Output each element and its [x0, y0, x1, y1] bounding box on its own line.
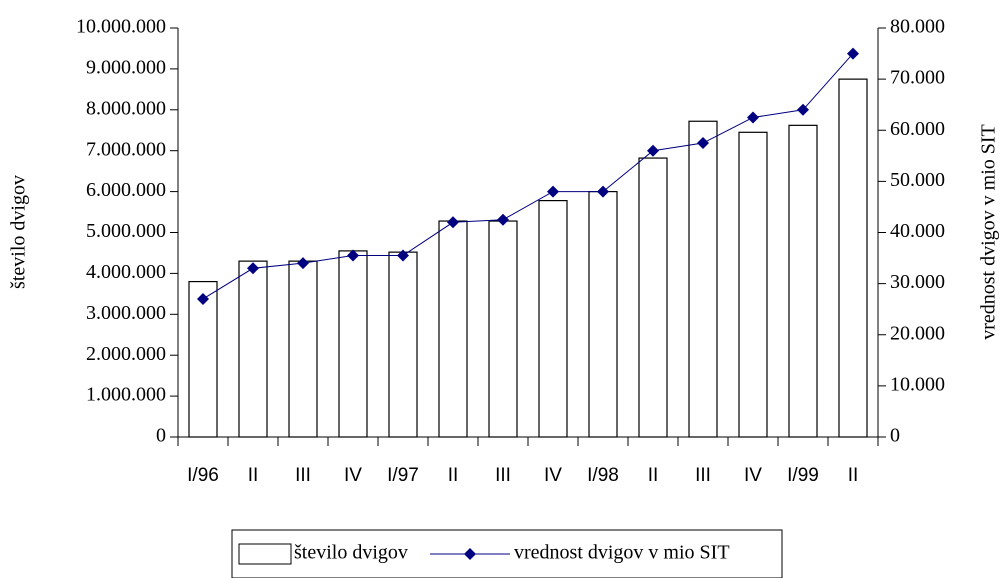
x-tick-label: II — [848, 465, 859, 486]
x-tick-label: I/99 — [787, 465, 819, 486]
y2-tick-label: 40.000 — [890, 220, 945, 242]
marker — [547, 185, 559, 198]
marker — [297, 257, 309, 270]
x-tick-label: I/98 — [587, 465, 619, 486]
bar — [288, 260, 318, 438]
x-tick-label: I/96 — [187, 465, 219, 486]
y2-tick-label: 30.000 — [890, 271, 945, 293]
marker — [497, 213, 509, 226]
legend-marker — [464, 548, 476, 560]
y-tick-label: 3.000.000 — [86, 302, 166, 324]
x-tick-label: II — [448, 465, 459, 486]
x-tick-label: III — [295, 465, 311, 486]
y-tick-label: 2.000.000 — [86, 343, 166, 365]
x-tick-label: I/97 — [387, 465, 419, 486]
legend-label: vrednost dvigov v mio SIT — [514, 542, 730, 564]
marker — [447, 216, 459, 229]
marker — [247, 262, 259, 275]
y2-tick-label: 60.000 — [890, 118, 945, 140]
y2-tick-label: 50.000 — [890, 169, 945, 191]
marker — [847, 47, 859, 60]
x-tick-label: IV — [744, 465, 762, 486]
y2-tick-label: 0 — [890, 425, 900, 447]
bar — [588, 191, 618, 438]
marker — [397, 249, 409, 262]
y-tick-label: 1.000.000 — [86, 384, 166, 406]
marker — [347, 249, 359, 262]
y2-tick-label: 70.000 — [890, 67, 945, 89]
y2-tick-label: 80.000 — [890, 16, 945, 38]
marker — [697, 137, 709, 150]
bar — [738, 131, 768, 438]
x-tick-label: IV — [544, 465, 562, 486]
y-tick-label: 9.000.000 — [86, 56, 166, 78]
bar — [438, 220, 468, 438]
y2-axis-label: vrednost dvigov v mio SIT — [978, 124, 1000, 340]
marker — [747, 111, 759, 124]
legend-label: število dvigov — [294, 542, 408, 564]
y-tick-label: 0 — [156, 425, 166, 447]
x-tick-label: II — [248, 465, 259, 486]
y-tick-label: 4.000.000 — [86, 261, 166, 283]
y-axis-label: število dvigov — [8, 175, 30, 289]
bar — [838, 78, 868, 438]
y-tick-label: 6.000.000 — [86, 179, 166, 201]
bar — [688, 120, 718, 438]
y-tick-label: 8.000.000 — [86, 97, 166, 119]
y2-tick-label: 10.000 — [890, 373, 945, 395]
x-tick-label: III — [695, 465, 711, 486]
y-tick-label: 5.000.000 — [86, 220, 166, 242]
y-tick-label: 10.000.000 — [76, 16, 166, 38]
marker — [647, 144, 659, 157]
marker — [797, 103, 809, 116]
marker — [197, 292, 209, 305]
bar — [488, 220, 518, 438]
bar — [788, 124, 818, 438]
x-tick-label: III — [495, 465, 511, 486]
bar — [388, 251, 418, 438]
marker — [597, 185, 609, 198]
x-tick-label: II — [648, 465, 659, 486]
bar — [188, 280, 218, 438]
x-tick-label: IV — [344, 465, 362, 486]
bar — [238, 260, 268, 438]
y2-tick-label: 20.000 — [890, 322, 945, 344]
legend-swatch — [238, 543, 292, 565]
bar — [638, 157, 668, 438]
bar — [338, 250, 368, 438]
y-tick-label: 7.000.000 — [86, 138, 166, 160]
bar — [538, 199, 568, 438]
line — [202, 53, 854, 300]
